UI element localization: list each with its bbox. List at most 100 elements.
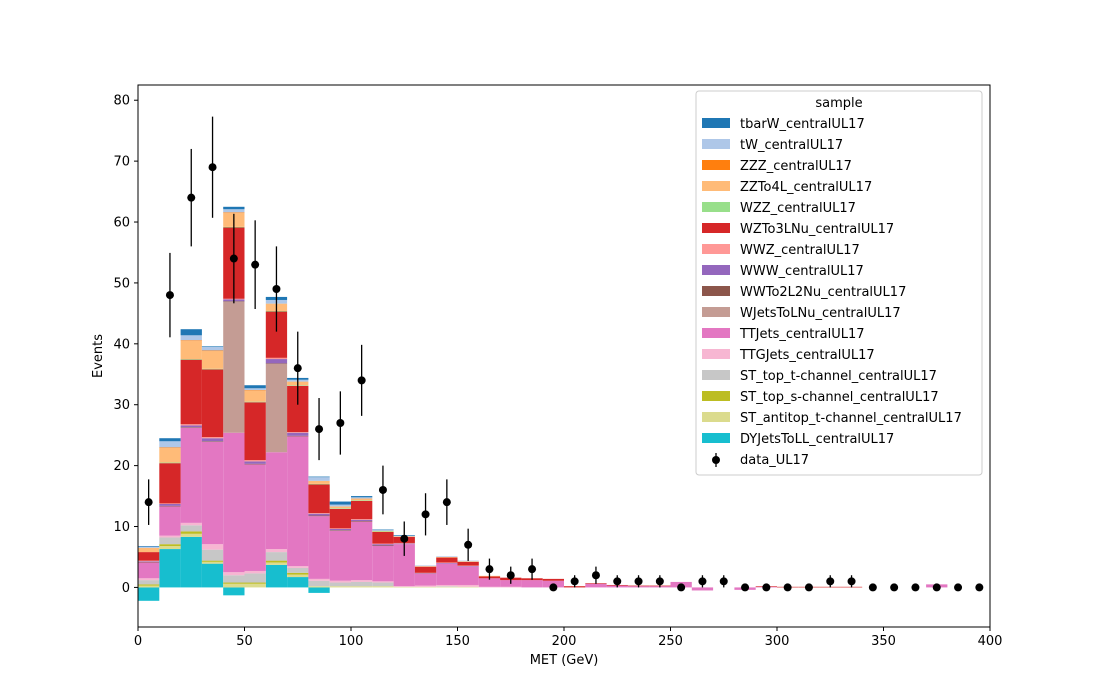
- data-point: [229, 254, 238, 263]
- legend-swatch: [702, 286, 730, 296]
- bar: [244, 388, 266, 391]
- data-point: [591, 571, 600, 580]
- bar: [265, 549, 288, 553]
- x-axis-label: MET (GeV): [530, 653, 599, 668]
- bar: [287, 567, 309, 573]
- bar: [180, 340, 202, 360]
- bar: [138, 562, 160, 579]
- bar: [436, 586, 458, 588]
- y-tick-label: 20: [113, 459, 130, 474]
- legend-swatch: [702, 265, 730, 275]
- bar: [436, 557, 458, 563]
- bar: [244, 461, 266, 464]
- bar: [351, 521, 373, 522]
- legend-swatch: [702, 412, 730, 422]
- bar: [308, 587, 330, 593]
- y-tick-label: 30: [113, 398, 130, 413]
- series-DYJetsToLL_centralUL17: [138, 536, 330, 601]
- legend-entry: TTJets_centralUL17: [739, 327, 865, 342]
- bar: [180, 522, 202, 526]
- data-point: [655, 577, 664, 586]
- bar: [244, 385, 266, 389]
- bar: [244, 464, 266, 571]
- bar: [138, 580, 160, 585]
- bar: [287, 572, 309, 575]
- legend-box: [695, 90, 983, 476]
- bar: [201, 561, 224, 564]
- bar: [691, 587, 714, 591]
- bar: [308, 586, 330, 588]
- bar: [457, 565, 479, 567]
- legend-entry: WWTo2L2Nu_centralUL17: [740, 285, 906, 300]
- legend-swatch: [702, 202, 730, 212]
- data-point: [187, 193, 196, 202]
- bar: [372, 529, 394, 531]
- bar: [244, 570, 266, 574]
- bar: [414, 566, 437, 573]
- bar: [351, 500, 373, 520]
- legend-entry: ZZZ_centralUL17: [740, 159, 852, 174]
- bar: [138, 587, 160, 601]
- bar: [372, 543, 394, 545]
- bar: [329, 508, 351, 529]
- series-WJetsToLNu_centralUL17: [223, 301, 288, 453]
- histogram-bars: [138, 206, 948, 601]
- y-tick-label: 0: [122, 581, 130, 596]
- bar: [436, 584, 458, 587]
- bar: [223, 301, 245, 433]
- bar: [414, 565, 437, 567]
- bar: [201, 350, 224, 352]
- bar: [159, 503, 181, 504]
- bar: [372, 581, 394, 583]
- bar: [159, 438, 181, 442]
- series-ST_top_t-channel_centralUL17: [138, 525, 458, 587]
- bar: [329, 504, 351, 507]
- bar: [372, 545, 394, 547]
- data-point: [804, 583, 813, 592]
- legend-entry: tbarW_centralUL17: [740, 117, 865, 132]
- data-point: [932, 583, 941, 592]
- axes: 0 50 100 150 200 250 300 350 400 0 10 20 30 40 50 60 70 8…: [113, 94, 1002, 649]
- data-point: [890, 583, 899, 592]
- bar: [500, 586, 522, 588]
- bar: [201, 441, 224, 442]
- bar: [244, 582, 266, 584]
- x-tick-label: 50: [236, 634, 253, 649]
- series-WWZ_centralUL17: [138, 298, 479, 574]
- legend-swatch: [702, 181, 730, 191]
- data-point: [272, 285, 281, 294]
- bar: [308, 477, 330, 481]
- data-point: [528, 565, 537, 574]
- bar: [308, 513, 330, 514]
- bar: [287, 432, 309, 436]
- data-point: [464, 540, 473, 549]
- bar: [414, 585, 437, 587]
- bar: [180, 359, 202, 360]
- bar: [244, 401, 266, 403]
- bar: [457, 561, 479, 566]
- bar: [201, 369, 224, 437]
- bar: [138, 578, 160, 581]
- data-point: [847, 577, 856, 586]
- bar: [436, 586, 458, 587]
- bar: [585, 583, 607, 588]
- bar: [159, 537, 181, 545]
- bar: [436, 562, 458, 564]
- bar: [287, 436, 309, 567]
- bar: [393, 544, 415, 587]
- bar: [457, 586, 479, 588]
- bar: [223, 572, 245, 576]
- data-point: [485, 565, 494, 574]
- data-point: [677, 583, 686, 592]
- series-TTJets_centralUL17: [138, 427, 948, 591]
- bar: [351, 581, 373, 587]
- data-point: [783, 583, 792, 592]
- bar: [223, 209, 245, 213]
- legend-entry: WWZ_centralUL17: [740, 243, 860, 258]
- series-ST_top_s-channel_centralUL17: [138, 531, 309, 586]
- bar: [244, 390, 266, 402]
- bar: [308, 480, 330, 484]
- bar: [393, 586, 415, 587]
- bar: [478, 586, 501, 588]
- data-point: [570, 577, 579, 586]
